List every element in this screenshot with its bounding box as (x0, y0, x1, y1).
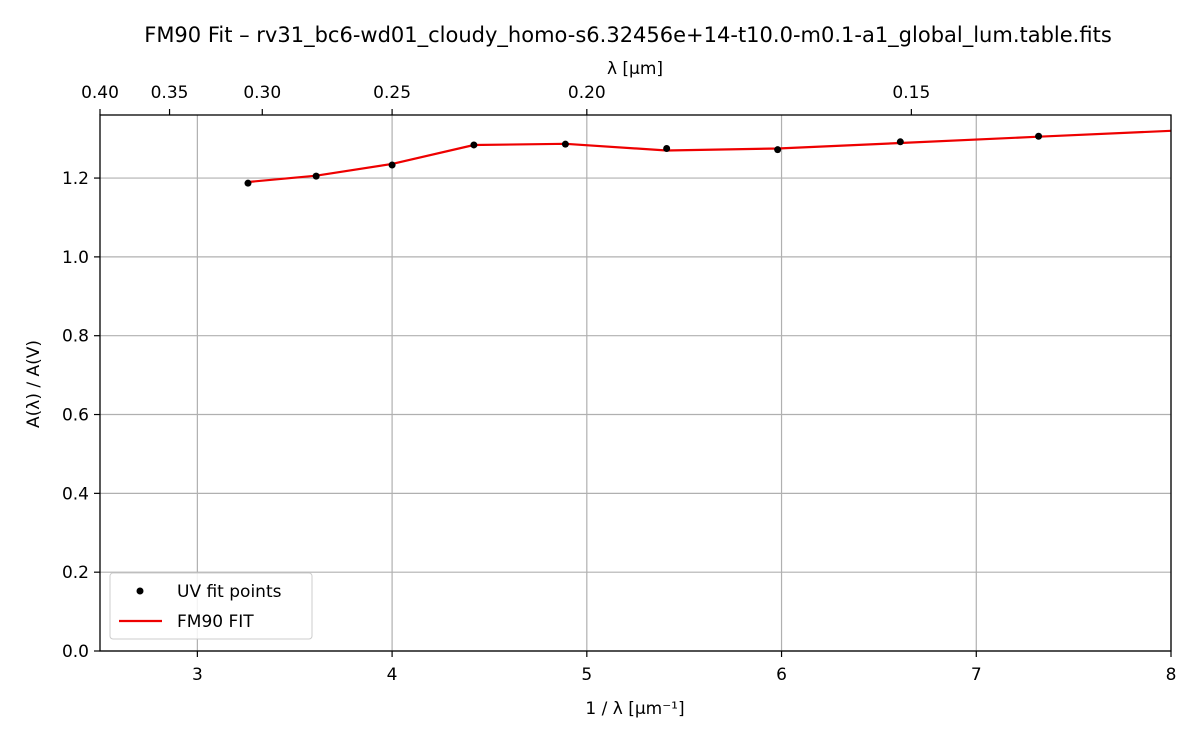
x-tick-label: 8 (1166, 665, 1177, 685)
top-x-axis-label: λ [μm] (607, 59, 663, 79)
axis-ticks: 3 4 5 6 7 8 0.0 0.2 0.4 0.6 0.8 1.0 1.2 0.40 0.35 0.30 0… (62, 83, 1176, 685)
x-tick-label: 3 (192, 665, 203, 685)
legend-marker-points (136, 587, 144, 595)
plot-series (244, 129, 1172, 187)
data-point (470, 141, 478, 149)
data-point (312, 172, 320, 180)
top-tick-label: 0.25 (373, 83, 411, 103)
top-tick-label: 0.35 (151, 83, 189, 103)
legend-box (109, 572, 313, 640)
x-tick-label: 5 (581, 665, 592, 685)
data-point (774, 146, 782, 154)
y-tick-label: 1.2 (62, 169, 89, 189)
x-axis-label: 1 / λ [μm⁻¹] (585, 699, 684, 719)
legend: UV fit points FM90 FIT (109, 572, 313, 640)
data-point (663, 145, 671, 152)
y-axis-label: A(λ) / A(V) (24, 340, 44, 428)
x-tick-label: 7 (971, 665, 982, 685)
data-point (388, 161, 396, 169)
top-tick-label: 0.20 (568, 83, 606, 103)
top-tick-label: 0.30 (243, 83, 281, 103)
fit-line (247, 129, 1172, 184)
y-tick-label: 0.6 (62, 406, 89, 426)
plot-frame (99, 114, 1172, 652)
data-point (561, 140, 569, 148)
x-tick-label: 4 (387, 665, 398, 685)
chart-title: FM90 Fit – rv31_bc6-wd01_cloudy_homo-s6.… (144, 23, 1112, 48)
data-point (244, 179, 252, 187)
y-tick-label: 0.8 (62, 327, 89, 347)
data-point (1035, 132, 1043, 140)
top-tick-label: 0.15 (892, 83, 930, 103)
grid (100, 115, 1172, 652)
top-tick-label: 0.40 (81, 83, 119, 103)
data-point (896, 138, 904, 146)
legend-label-fit: FM90 FIT (177, 612, 254, 632)
y-tick-label: 0.0 (62, 642, 89, 662)
y-tick-label: 0.2 (62, 563, 89, 583)
y-tick-label: 1.0 (62, 248, 89, 268)
y-tick-label: 0.4 (62, 484, 89, 504)
legend-label-points: UV fit points (177, 582, 282, 602)
x-tick-label: 6 (776, 665, 787, 685)
